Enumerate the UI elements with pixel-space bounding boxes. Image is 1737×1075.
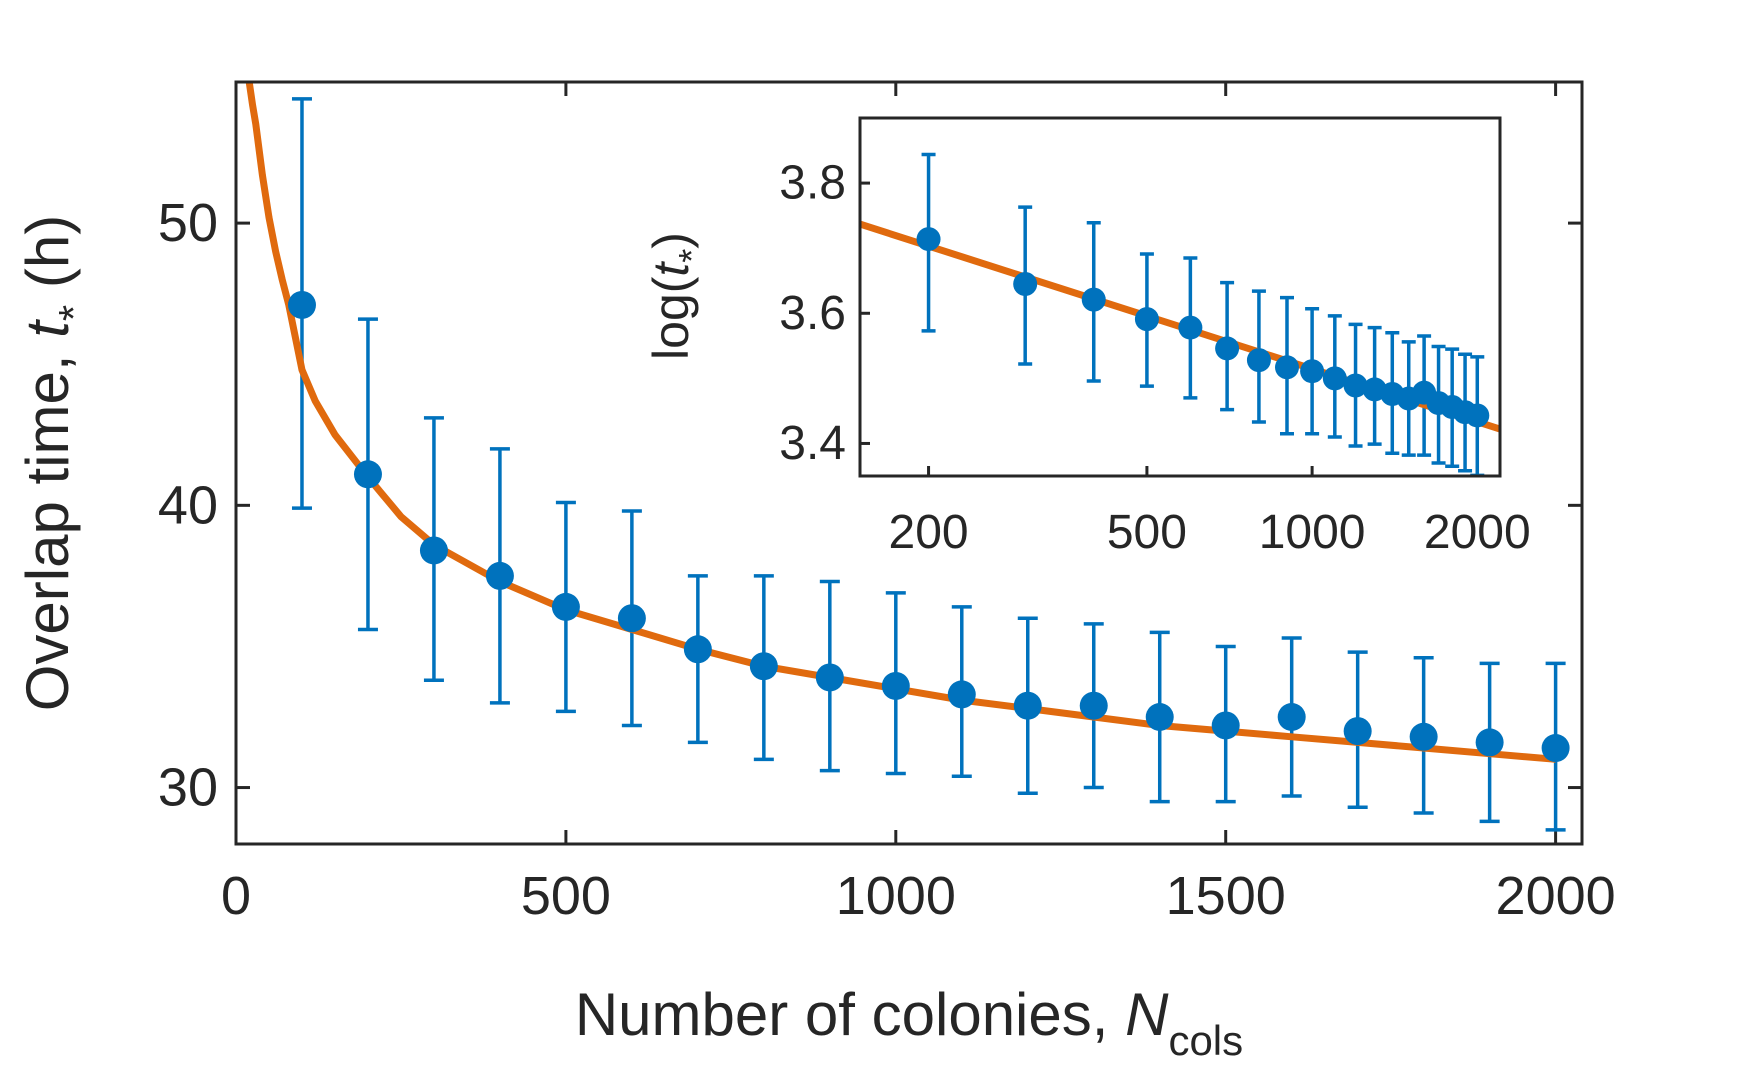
inset-data-point <box>1081 287 1106 312</box>
main-y-axis-label-text: Overlap time, <box>14 338 81 711</box>
main-x-tick-label: 2000 <box>1496 866 1616 926</box>
main-y-axis-label-sub: * <box>50 305 97 321</box>
inset-x-tick-label: 1000 <box>1259 506 1366 559</box>
inset-x-tick-label: 200 <box>889 506 969 559</box>
main-x-axis-label-sub: cols <box>1168 1017 1243 1064</box>
main-data-point <box>287 290 316 319</box>
main-data-point <box>1475 728 1504 757</box>
main-data-point <box>353 460 382 489</box>
main-x-tick-label: 1500 <box>1166 866 1286 926</box>
main-data-point <box>617 604 646 633</box>
inset-data-point <box>1343 373 1368 398</box>
inset-data-point <box>916 227 941 252</box>
inset-data-point <box>1013 271 1038 296</box>
inset-y-axis-label-close: ) <box>643 232 699 249</box>
main-y-axis-label-var: t <box>14 319 81 338</box>
inset-plot-frame <box>858 116 1502 478</box>
inset-y-axis-label-text: log( <box>643 276 699 360</box>
inset-y-tick-label: 3.4 <box>779 417 846 470</box>
main-x-tick-label: 500 <box>521 866 611 926</box>
main-data-point <box>683 635 712 664</box>
main-data-point <box>1277 703 1306 731</box>
inset-chart: 200 500 1000 2000 3.4 3.6 3.8 log(t*) <box>643 116 1531 559</box>
main-y-tick-label: 50 <box>158 193 218 253</box>
inset-y-axis-label-sub: * <box>671 249 712 263</box>
inset-data-point <box>1274 355 1299 380</box>
main-ticks <box>234 82 1582 844</box>
inset-background <box>860 118 1500 476</box>
inset-y-axis-label: log(t*) <box>643 232 712 360</box>
inset-data-point <box>1322 366 1347 391</box>
inset-data-point <box>1300 359 1325 384</box>
main-tick-labels: 0 500 1000 1500 2000 30 40 50 <box>158 193 1616 926</box>
inset-data-point <box>1246 348 1271 373</box>
inset-x-tick-label: 2000 <box>1424 506 1531 559</box>
main-y-axis-label-unit: (h) <box>14 215 81 305</box>
main-data-point <box>1145 703 1174 731</box>
inset-x-tick-label: 500 <box>1107 506 1187 559</box>
main-data-point <box>815 663 844 692</box>
main-data-point <box>947 680 976 709</box>
main-data-point <box>1013 691 1042 720</box>
main-data-point <box>881 671 910 700</box>
main-data-point <box>1409 722 1438 751</box>
main-y-axis-label: Overlap time, t* (h) <box>14 215 97 711</box>
main-x-axis-label-text: Number of colonies, <box>575 981 1125 1048</box>
main-chart: 0 500 1000 1500 2000 30 40 50 Number of colonie… <box>14 80 1616 1064</box>
inset-y-axis-label-var: t <box>643 261 699 277</box>
main-data-point <box>1541 734 1570 763</box>
main-data-points <box>287 290 1570 763</box>
main-x-axis-label: Number of colonies, Ncols <box>575 981 1243 1064</box>
inset-tick-labels: 200 500 1000 2000 3.4 3.6 3.8 <box>779 157 1530 559</box>
inset-data-point <box>1215 336 1240 361</box>
main-data-point <box>1211 711 1240 740</box>
main-data-point <box>1343 717 1372 746</box>
inset-data-points <box>916 227 1490 428</box>
main-data-point <box>1079 691 1108 720</box>
main-data-point <box>551 592 580 621</box>
inset-y-tick-label: 3.6 <box>779 287 846 340</box>
main-plot-frame <box>234 80 1584 846</box>
main-x-axis-label-var: N <box>1125 981 1169 1048</box>
main-x-tick-label: 0 <box>221 866 251 926</box>
inset-data-point <box>1134 307 1159 332</box>
main-data-point <box>749 652 778 681</box>
main-y-tick-label: 40 <box>158 475 218 535</box>
main-y-tick-label: 30 <box>158 758 218 818</box>
main-data-point <box>419 536 448 565</box>
inset-y-tick-label: 3.8 <box>779 157 846 210</box>
inset-data-point <box>1465 403 1490 428</box>
main-error-bars <box>291 97 1566 832</box>
main-x-tick-label: 1000 <box>836 866 956 926</box>
main-data-point <box>485 561 514 590</box>
inset-data-point <box>1178 315 1203 340</box>
